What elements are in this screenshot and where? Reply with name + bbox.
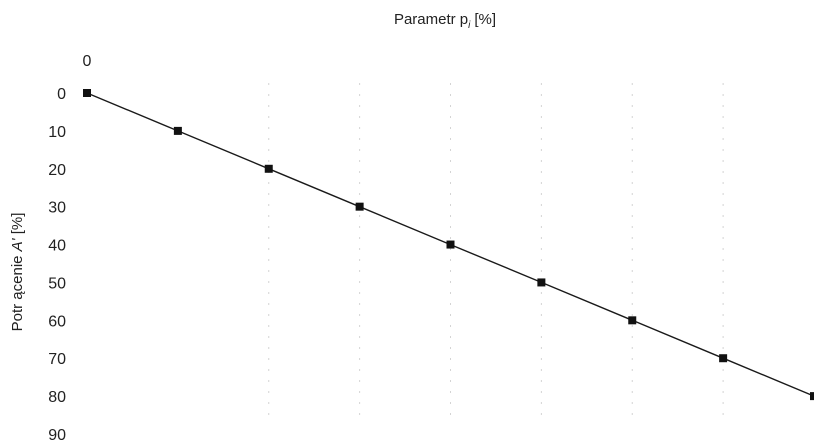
data-point — [355, 202, 364, 211]
chart-title: Parametr pi [%] — [394, 11, 496, 31]
chart-title-main: Parametr p — [394, 11, 468, 28]
data-point — [446, 240, 455, 249]
chart-title-unit: [%] — [474, 11, 496, 28]
y-tick-label: 70 — [48, 351, 66, 368]
y-tick-label: 60 — [48, 313, 66, 330]
y-tick-label: 0 — [57, 86, 66, 103]
y-tick-label: 90 — [48, 427, 66, 441]
chart-title-subscript: i — [468, 20, 471, 31]
y-axis-label-unit: [%] — [9, 213, 26, 239]
data-point — [719, 354, 728, 363]
y-axis-label: Potr ącenie A' [%] — [9, 213, 26, 332]
grid — [268, 83, 724, 416]
data-point — [537, 278, 546, 287]
data-point — [173, 126, 182, 135]
x-tick-label: 0 — [83, 53, 92, 70]
y-tick-label: 40 — [48, 238, 66, 255]
series — [83, 89, 814, 401]
data-point — [83, 89, 91, 97]
y-tick-label: 10 — [48, 124, 66, 141]
y-tick-label: 50 — [48, 275, 66, 292]
data-point — [810, 392, 814, 401]
y-tick-label: 20 — [48, 162, 66, 179]
data-point — [628, 316, 637, 325]
y-axis-label-prefix: Potr ącenie — [9, 251, 26, 331]
y-tick-label: 30 — [48, 200, 66, 217]
data-point — [264, 164, 273, 173]
y-tick-label: 80 — [48, 389, 66, 406]
y-axis-label-symbol: A' — [9, 237, 26, 252]
y-tick-labels: 0 10 20 30 40 50 60 70 80 90 — [48, 86, 66, 441]
x-tick-labels: 0 — [83, 53, 92, 70]
